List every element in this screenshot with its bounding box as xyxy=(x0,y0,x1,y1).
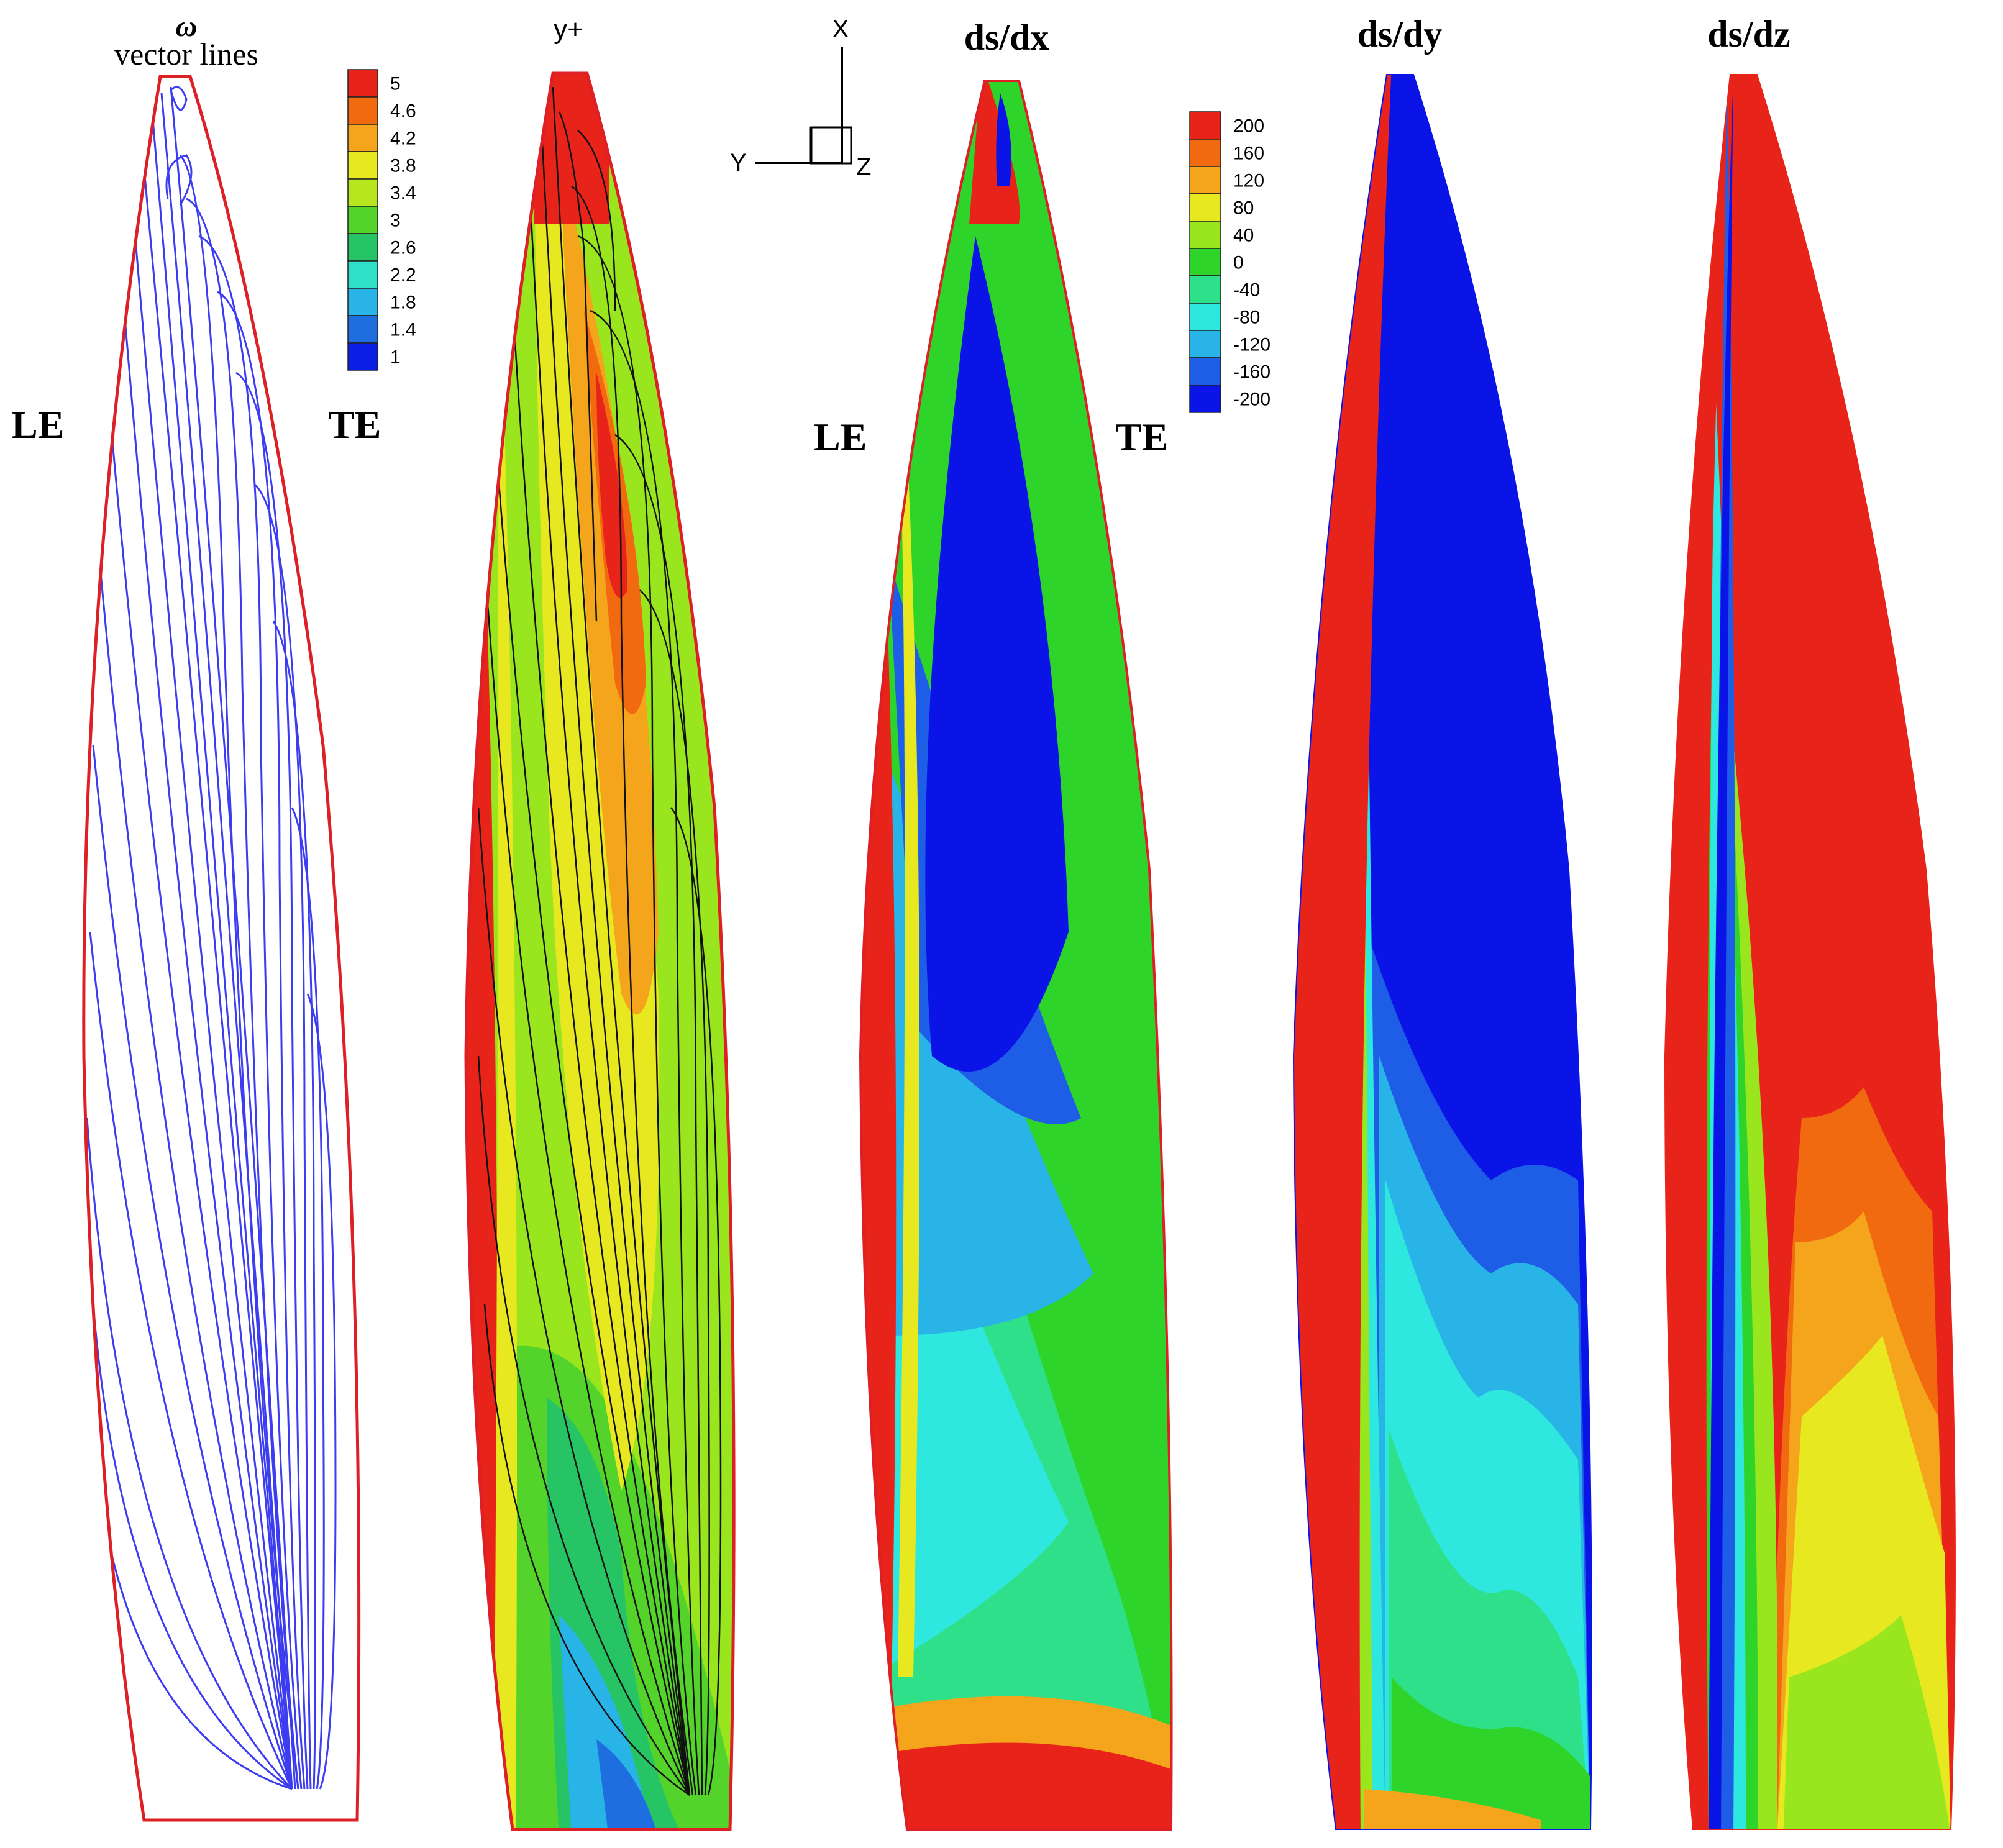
legend1-swatch xyxy=(347,178,378,207)
dsdx-panel: ds/dx LE TE xyxy=(814,17,1173,1831)
legend1-level-label: 2.2 xyxy=(390,265,416,286)
legend2-level-label: -160 xyxy=(1233,362,1271,383)
dsdz-contour-field xyxy=(1665,75,1955,1829)
dsdy-title: ds/dy xyxy=(1357,14,1443,55)
legend2-swatch xyxy=(1189,330,1221,358)
legend1-level-label: 3.4 xyxy=(390,183,416,204)
legend1-swatch xyxy=(347,69,378,98)
legend1-swatch xyxy=(347,288,378,316)
axis-x-label: X xyxy=(833,16,849,43)
legend2-swatch xyxy=(1189,248,1221,276)
legend1-swatch xyxy=(347,96,378,125)
legend1-swatch xyxy=(347,206,378,234)
legend2-swatch xyxy=(1189,139,1221,167)
dsdx-contour-field xyxy=(860,81,1172,1829)
omega-blade-outline xyxy=(82,75,361,1822)
legend1-level-label: 1.8 xyxy=(390,293,416,313)
dsdz-blade-outline xyxy=(1664,74,1956,1830)
dsdy-contour-field xyxy=(1294,75,1592,1829)
legend2-level-label: 40 xyxy=(1233,225,1254,246)
legend1-level-label: 1.4 xyxy=(390,320,416,340)
legend1-swatch xyxy=(347,233,378,262)
yplus-blade-outline xyxy=(464,71,736,1831)
ds-legend: 200 160 120 80 40 0 -40 -80 -120 -160 -200 xyxy=(1189,111,1271,413)
legend2-level-label: 200 xyxy=(1233,116,1264,137)
omega-panel: ω vector lines LE TE xyxy=(11,10,381,1822)
legend1-swatch xyxy=(347,342,378,371)
yplus-vector-lines xyxy=(477,86,722,1796)
axis-triad: X Y Z xyxy=(730,16,871,181)
yplus-title: y+ xyxy=(554,14,583,45)
legend1-swatch xyxy=(347,124,378,152)
legend2-swatch xyxy=(1189,166,1221,194)
legend2-swatch xyxy=(1189,357,1221,386)
legend2-level-label: -120 xyxy=(1233,335,1271,355)
legend1-level-label: 4.6 xyxy=(390,101,416,122)
legend1-swatch xyxy=(347,260,378,289)
legend2-swatch xyxy=(1189,275,1221,304)
yplus-panel: y+ xyxy=(464,14,736,1831)
legend2-level-label: 0 xyxy=(1233,253,1244,273)
legend2-level-label: 80 xyxy=(1233,198,1254,219)
legend2-level-label: -200 xyxy=(1233,389,1271,410)
legend1-level-label: 2.6 xyxy=(390,238,416,258)
axis-z-label: Z xyxy=(856,153,871,181)
legend2-level-label: 120 xyxy=(1233,171,1264,191)
legend1-swatch xyxy=(347,151,378,180)
legend2-level-label: 160 xyxy=(1233,143,1264,164)
dsdx-te-label: TE xyxy=(1115,415,1168,459)
omega-symbol: ω xyxy=(176,10,198,43)
dsdx-le-label: LE xyxy=(814,415,867,459)
legend1-level-label: 3.8 xyxy=(390,156,416,176)
omega-streamlines xyxy=(86,86,337,1790)
legend2-swatch xyxy=(1189,303,1221,331)
legend2-swatch xyxy=(1189,111,1221,140)
dsdz-panel: ds/dz xyxy=(1664,14,1956,1830)
dsdx-blade-outline xyxy=(859,80,1173,1831)
legend2-level-label: -40 xyxy=(1233,280,1260,301)
dsdz-title: ds/dz xyxy=(1707,14,1790,55)
legend1-swatch xyxy=(347,315,378,344)
omega-le-label: LE xyxy=(11,403,64,447)
dsdx-title: ds/dx xyxy=(964,17,1049,58)
axis-y-label: Y xyxy=(730,149,747,176)
legend1-level-label: 5 xyxy=(390,74,401,94)
legend2-level-label: -80 xyxy=(1233,307,1260,328)
legend2-swatch xyxy=(1189,193,1221,222)
dsdy-blade-outline xyxy=(1292,74,1592,1830)
legend1-level-label: 1 xyxy=(390,347,401,368)
legend1-level-label: 4.2 xyxy=(390,129,416,149)
legend1-level-label: 3 xyxy=(390,211,401,231)
omega-te-label: TE xyxy=(328,403,381,447)
legend2-swatch xyxy=(1189,385,1221,413)
omega-title: vector lines xyxy=(114,37,258,71)
yplus-legend: 5 4.6 4.2 3.8 3.4 3 2.6 2.2 1.8 1.4 1 xyxy=(347,69,416,371)
legend2-swatch xyxy=(1189,221,1221,249)
dsdy-panel: ds/dy xyxy=(1292,14,1592,1830)
